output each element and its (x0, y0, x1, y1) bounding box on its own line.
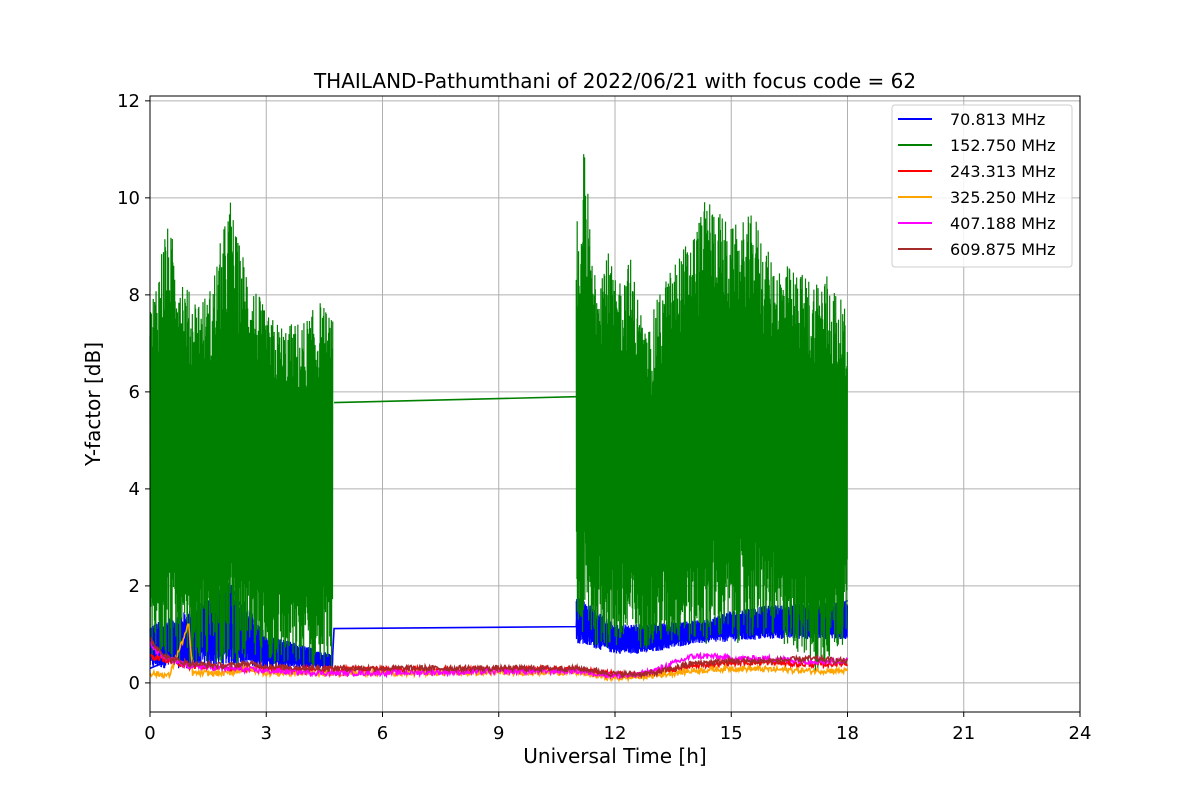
y-tick-label: 10 (117, 188, 140, 209)
x-tick-label: 21 (952, 723, 975, 744)
legend-box (891, 104, 1073, 268)
series-1-noise (149, 202, 334, 670)
x-tick-label: 18 (836, 723, 859, 744)
x-tick-label: 15 (720, 723, 743, 744)
y-tick-label: 8 (129, 285, 140, 306)
series-4-line (149, 640, 849, 680)
y-tick-label: 4 (129, 479, 140, 500)
series-layer (149, 154, 849, 683)
series-5 (149, 636, 849, 680)
y-axis: 0 2 4 6 8 10 12 (117, 91, 150, 694)
y-axis-label: Y-factor [dB] (81, 342, 105, 467)
series-5-line (149, 636, 849, 680)
legend-label: 325.250 MHz (950, 188, 1055, 207)
chart-title: THAILAND-Pathumthani of 2022/06/21 with … (313, 69, 916, 93)
legend-label: 70.813 MHz (950, 110, 1045, 129)
legend-label: 407.188 MHz (950, 214, 1055, 233)
y-tick-label: 6 (129, 382, 140, 403)
y-tick-label: 12 (117, 91, 140, 112)
x-axis: 0 3 6 9 12 15 18 21 24 (144, 712, 1091, 744)
series-0-noise (149, 583, 334, 669)
x-tick-label: 6 (377, 723, 388, 744)
series-4 (149, 640, 849, 680)
x-tick-label: 12 (604, 723, 627, 744)
y-tick-label: 0 (129, 673, 140, 694)
series-1-line (334, 395, 577, 404)
legend-label: 152.750 MHz (950, 136, 1055, 155)
legend-label: 609.875 MHz (950, 240, 1055, 259)
x-tick-label: 3 (261, 723, 272, 744)
legend: 70.813 MHz 152.750 MHz 243.313 MHz 325.250 … (891, 104, 1073, 268)
x-tick-label: 24 (1069, 723, 1092, 744)
legend-label: 243.313 MHz (950, 162, 1055, 181)
x-tick-label: 0 (144, 723, 155, 744)
x-axis-label: Universal Time [h] (523, 744, 706, 768)
x-tick-label: 9 (493, 723, 504, 744)
series-1-noise (575, 154, 848, 672)
y-tick-label: 2 (129, 576, 140, 597)
